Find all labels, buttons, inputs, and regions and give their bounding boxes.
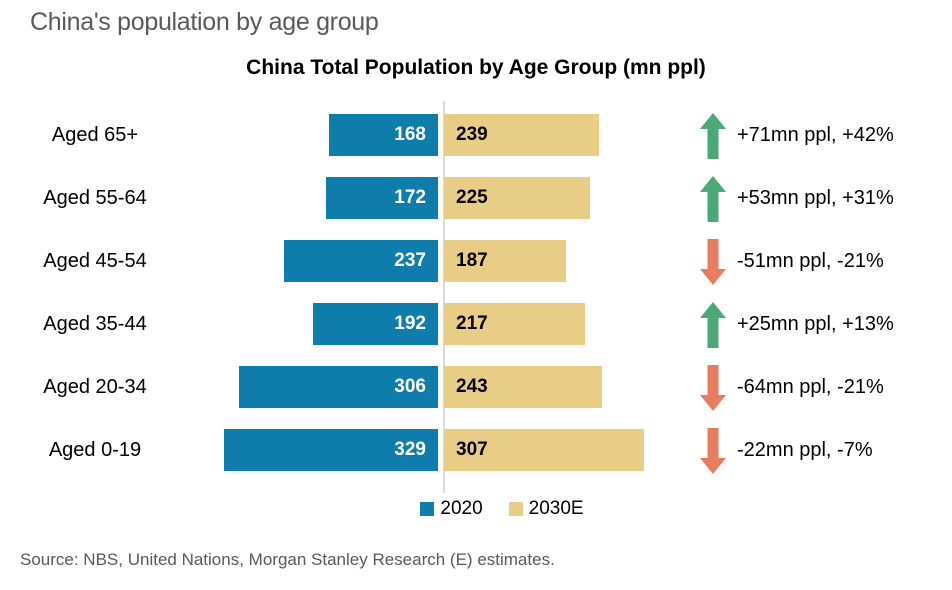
bar-value-2030: 307 bbox=[456, 439, 488, 460]
bar-2020: 306 bbox=[239, 366, 438, 408]
trend-arrow-icon bbox=[700, 175, 726, 222]
trend-arrow-icon bbox=[700, 427, 726, 474]
trend-arrow-icon bbox=[700, 301, 726, 348]
legend-label-2020: 2020 bbox=[440, 498, 483, 519]
bar-2030: 225 bbox=[444, 177, 590, 219]
bar-2030: 187 bbox=[444, 240, 566, 282]
chart-row: Aged 55-64 172 225 +53mn ppl, +31% bbox=[0, 167, 952, 230]
bar-2030: 239 bbox=[444, 114, 599, 156]
change-text: -51mn ppl, -21% bbox=[737, 250, 884, 272]
bar-2020: 168 bbox=[329, 114, 438, 156]
bar-value-2020: 192 bbox=[394, 313, 426, 334]
legend-label-2030: 2030E bbox=[528, 498, 584, 519]
bar-value-2020: 329 bbox=[394, 439, 426, 460]
bar-value-2030: 187 bbox=[456, 250, 488, 271]
bar-2020: 329 bbox=[224, 429, 438, 471]
bar-value-2030: 225 bbox=[456, 187, 488, 208]
change-text: +71mn ppl, +42% bbox=[737, 124, 894, 146]
legend-swatch-2030 bbox=[508, 502, 523, 516]
chart-row: Aged 20-34 306 243 -64mn ppl, -21% bbox=[0, 356, 952, 419]
bar-2020: 192 bbox=[313, 303, 438, 345]
category-label: Aged 35-44 bbox=[43, 313, 147, 335]
legend-item-2020: 2020 bbox=[420, 498, 483, 520]
bar-value-2020: 172 bbox=[394, 187, 426, 208]
change-text: -64mn ppl, -21% bbox=[737, 376, 884, 398]
center-axis-line bbox=[443, 101, 445, 493]
legend-item-2030: 2030E bbox=[508, 498, 584, 520]
chart-row: Aged 45-54 237 187 -51mn ppl, -21% bbox=[0, 230, 952, 293]
change-annotation: -51mn ppl, -21% bbox=[700, 230, 884, 293]
bar-value-2030: 217 bbox=[456, 313, 488, 334]
bar-value-2030: 243 bbox=[456, 376, 488, 397]
trend-arrow-icon bbox=[700, 238, 726, 285]
chart-row: Aged 65+ 168 239 +71mn ppl, +42% bbox=[0, 104, 952, 167]
change-annotation: -64mn ppl, -21% bbox=[700, 356, 884, 419]
change-annotation: +71mn ppl, +42% bbox=[700, 104, 894, 167]
bar-2030: 217 bbox=[444, 303, 585, 345]
change-annotation: +25mn ppl, +13% bbox=[700, 293, 894, 356]
chart-row: Aged 35-44 192 217 +25mn ppl, +13% bbox=[0, 293, 952, 356]
category-label: Aged 55-64 bbox=[43, 187, 147, 209]
bar-value-2020: 168 bbox=[394, 124, 426, 145]
bar-2020: 237 bbox=[284, 240, 438, 282]
chart-title: China Total Population by Age Group (mn … bbox=[246, 56, 706, 79]
category-label: Aged 45-54 bbox=[43, 250, 147, 272]
change-text: +53mn ppl, +31% bbox=[737, 187, 894, 209]
category-label: Aged 20-34 bbox=[43, 376, 147, 398]
bar-2030: 243 bbox=[444, 366, 602, 408]
change-annotation: -22mn ppl, -7% bbox=[700, 419, 873, 482]
change-text: +25mn ppl, +13% bbox=[737, 313, 894, 335]
bar-value-2020: 237 bbox=[394, 250, 426, 271]
legend-swatch-2020 bbox=[420, 502, 435, 516]
trend-arrow-icon bbox=[700, 364, 726, 411]
plot-area: Aged 65+ 168 239 +71mn ppl, +42% Aged 55… bbox=[0, 101, 952, 493]
chart-row: Aged 0-19 329 307 -22mn ppl, -7% bbox=[0, 419, 952, 482]
bar-value-2030: 239 bbox=[456, 124, 488, 145]
bar-2020: 172 bbox=[326, 177, 438, 219]
category-label: Aged 0-19 bbox=[48, 439, 142, 461]
category-label: Aged 65+ bbox=[51, 124, 139, 146]
bar-value-2020: 306 bbox=[394, 376, 426, 397]
legend: 2020 2030E bbox=[26, 498, 952, 520]
source-note: Source: NBS, United Nations, Morgan Stan… bbox=[20, 550, 555, 569]
change-annotation: +53mn ppl, +31% bbox=[700, 167, 894, 230]
change-text: -22mn ppl, -7% bbox=[737, 439, 873, 461]
page-title: China's population by age group bbox=[30, 8, 379, 36]
bar-2030: 307 bbox=[444, 429, 644, 471]
trend-arrow-icon bbox=[700, 112, 726, 159]
